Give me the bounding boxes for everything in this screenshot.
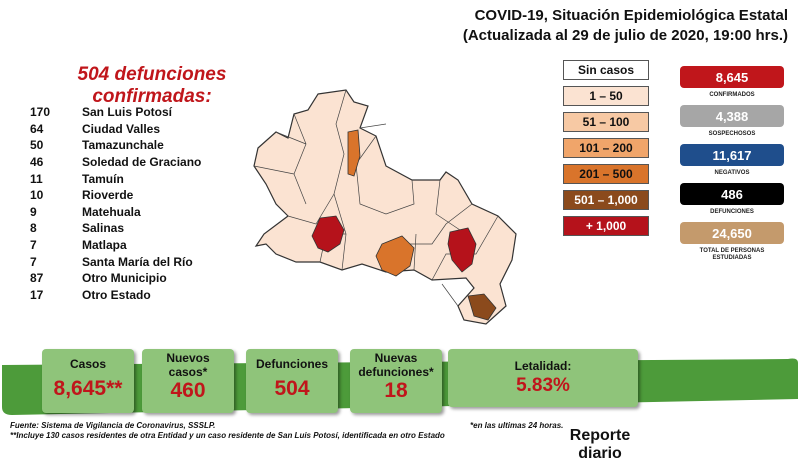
list-item: 8 Salinas	[30, 221, 125, 236]
stat-label-sospechosos: SOSPECHOSOS	[708, 131, 756, 137]
letalidad-label: Letalidad:	[514, 359, 572, 373]
casos-label: Casos	[69, 357, 107, 371]
map-region-rioverde	[375, 235, 415, 277]
casos-card: Casos 8,645**	[42, 349, 134, 413]
state-map	[253, 89, 517, 325]
list-item: 46 Soledad de Graciano	[30, 155, 202, 170]
map-outline	[253, 89, 517, 325]
list-item: 9 Matehuala	[30, 204, 141, 219]
footer-note-cases: **Incluye 130 casos residentes de otra E…	[10, 431, 445, 440]
list-item: 50 Tamazunchale	[30, 138, 164, 153]
stat-label-defunciones: DEFUNCIONES	[710, 209, 754, 215]
footer-note-24h: *en las ultimas 24 horas.	[470, 421, 564, 430]
deaths-heading-line-1: 504 defunciones	[77, 64, 227, 85]
map-region-dark-1	[347, 129, 361, 177]
nuevas-defunciones-value: 18	[384, 379, 408, 402]
map-region-tamazunchale	[467, 293, 497, 321]
list-item: 10 Rioverde	[30, 188, 134, 203]
defunciones-value: 504	[274, 377, 310, 400]
stats-panel: 8,645 CONFIRMADOS 4,388 SOSPECHOSOS 11,6…	[680, 66, 784, 261]
title-line-1: COVID-19, Situación Epidemiológica Estat…	[474, 7, 788, 24]
defunciones-label: Defunciones	[255, 357, 328, 371]
legend-item-51-100: 51 – 100	[563, 112, 649, 132]
legend-item-201-500: 201 – 500	[563, 164, 649, 184]
map-region-ciudad-valles	[447, 227, 477, 273]
deaths-by-municipality-list: 170 San Luis Potosí 64 Ciudad Valles 50 Tam…	[30, 104, 230, 303]
nuevos-casos-card: Nuevos casos* 460	[142, 349, 234, 413]
nuevas-defunciones-label: Nuevas defunciones*	[358, 351, 434, 379]
list-item: 7 Matlapa	[30, 238, 127, 253]
list-item: 87 Otro Municipio	[30, 271, 167, 286]
list-item: 7 Santa María del Río	[30, 254, 193, 269]
letalidad-value: 5.83%	[516, 375, 570, 396]
page-title: COVID-19, Situación Epidemiológica Estat…	[463, 6, 788, 46]
casos-value: 8,645**	[53, 377, 123, 400]
stat-label-total-estudiadas: TOTAL DE PERSONAS ESTUDIADAS	[699, 248, 765, 261]
map-region-san-luis-potosi	[311, 215, 345, 253]
stat-confirmados: 8,645	[680, 66, 784, 88]
list-item: 64 Ciudad Valles	[30, 121, 161, 136]
list-item: 17 Otro Estado	[30, 287, 151, 302]
legend-item-plus-1000: + 1,000	[563, 216, 649, 236]
legend-item-101-200: 101 – 200	[563, 138, 649, 158]
map-legend: Sin casos 1 – 50 51 – 100 101 – 200 201 …	[563, 60, 649, 242]
list-item: 170 San Luis Potosí	[30, 105, 173, 120]
letalidad-card: Letalidad: 5.83%	[448, 349, 638, 407]
summary-banner: Casos 8,645** Nuevos casos* 460 Defuncio…	[2, 349, 798, 417]
deaths-heading-line-2: confirmadas:	[92, 86, 212, 107]
legend-item-501-1000: 501 – 1,000	[563, 190, 649, 210]
stat-negativos: 11,617	[680, 144, 784, 166]
footer-source: Fuente: Sistema de Vigilancia de Coronav…	[10, 421, 216, 430]
stat-label-confirmados: CONFIRMADOS	[709, 92, 755, 98]
stat-defunciones: 486	[680, 183, 784, 205]
defunciones-card: Defunciones 504	[246, 349, 338, 413]
nuevas-defunciones-card: Nuevas defunciones* 18	[350, 349, 442, 413]
reporte-diario-label: Reporte diario	[569, 427, 631, 462]
legend-item-sin-casos: Sin casos	[563, 60, 649, 80]
deaths-heading: 504 defunciones confirmadas:	[62, 64, 242, 108]
stat-total-estudiadas: 24,650	[680, 222, 784, 244]
footer-notes: Fuente: Sistema de Vigilancia de Coronav…	[10, 421, 563, 441]
nuevos-casos-label: Nuevos casos*	[166, 351, 210, 379]
title-line-2: (Actualizada al 29 de julio de 2020, 19:…	[462, 27, 788, 44]
stat-sospechosos: 4,388	[680, 105, 784, 127]
legend-item-1-50: 1 – 50	[563, 86, 649, 106]
nuevos-casos-value: 460	[170, 379, 206, 402]
list-item: 11 Tamuín	[30, 171, 124, 186]
stat-label-negativos: NEGATIVOS	[714, 170, 750, 176]
